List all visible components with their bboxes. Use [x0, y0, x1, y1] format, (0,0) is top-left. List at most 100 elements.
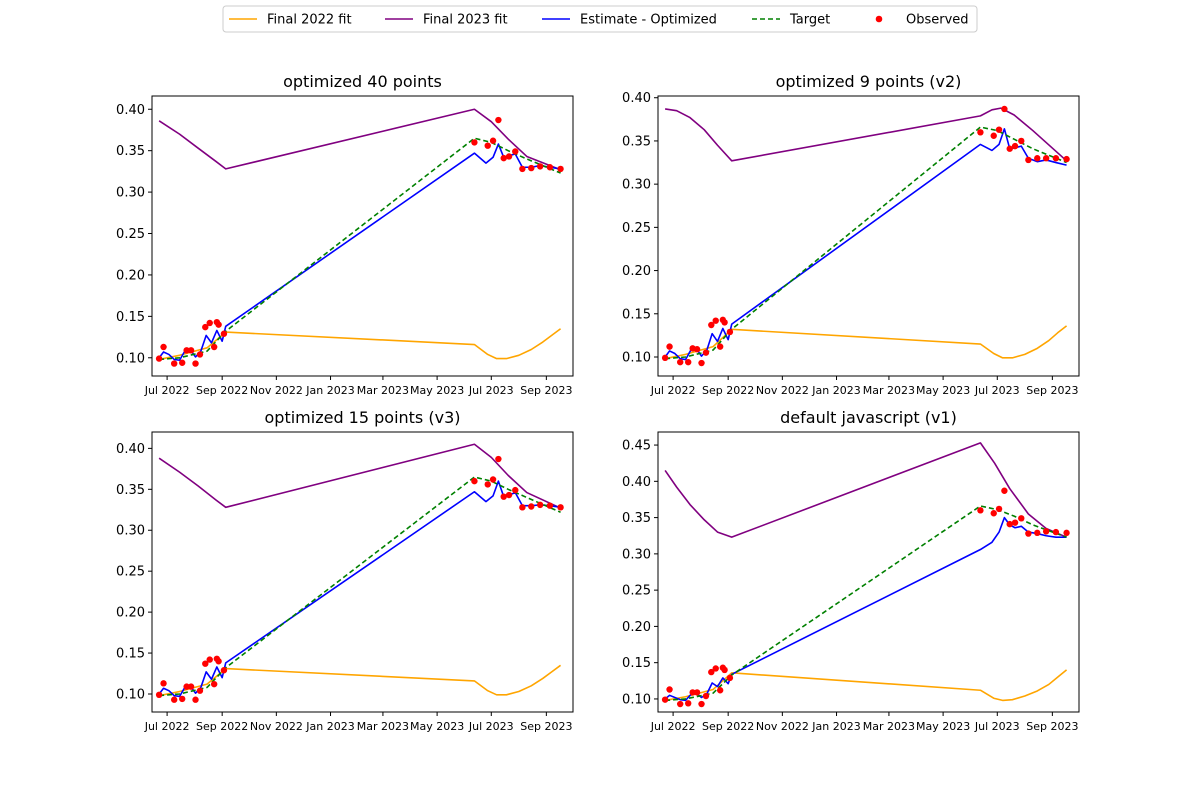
observed-point	[536, 501, 544, 509]
observed-point	[546, 164, 554, 171]
x-tick-label: Jul 2023	[468, 384, 514, 397]
observed-point	[661, 354, 669, 362]
y-axis: 0.10 0.15 0.20 0.25 0.30 0.35 0.40	[116, 442, 152, 702]
observed-point	[220, 330, 228, 337]
y-tick-label: 0.15	[622, 307, 651, 322]
series-observed	[155, 116, 564, 367]
observed-point	[484, 481, 491, 488]
observed-point	[192, 696, 199, 703]
series-estimate-optimized	[158, 143, 561, 362]
subplot-3: optimized 15 points (v3) 0.10 0.15 0.20 0.25…	[116, 408, 574, 733]
y-axis: 0.10 0.15 0.20 0.25 0.30 0.35 0.40	[622, 91, 658, 365]
observed-point	[1052, 528, 1060, 536]
observed-point	[179, 695, 186, 703]
x-tick-label: Jul 2023	[468, 720, 514, 733]
x-tick-label: Sep 2023	[520, 384, 572, 397]
observed-point	[1001, 487, 1008, 494]
observed-point	[536, 163, 544, 170]
observed-point	[505, 153, 513, 160]
observed-point	[702, 349, 710, 356]
axes-frame	[657, 431, 1080, 713]
series-line	[158, 443, 561, 509]
observed-point	[210, 680, 218, 688]
plot-area	[155, 108, 564, 367]
x-tick-label: May 2023	[410, 720, 464, 733]
series-line	[158, 108, 561, 171]
observed-point	[206, 319, 213, 327]
series-observed	[661, 105, 1070, 367]
observed-point	[1006, 145, 1013, 152]
subplot-2: optimized 9 points (v2)0.100.150.200.250…	[622, 72, 1080, 397]
x-tick-label: Jan 2023	[305, 720, 354, 733]
observed-point	[546, 502, 554, 509]
legend-marker	[875, 15, 883, 23]
x-tick-label: Jul 2022	[144, 384, 190, 397]
y-tick-label: 0.40	[116, 442, 145, 457]
observed-point	[183, 683, 190, 690]
observed-point	[685, 358, 692, 366]
series-final-2022-fit	[664, 669, 1068, 702]
observed-point	[187, 347, 195, 354]
observed-point	[1034, 155, 1041, 162]
observed-point	[500, 154, 507, 162]
observed-point	[685, 700, 692, 707]
observed-point	[708, 321, 715, 329]
observed-point	[693, 689, 701, 696]
observed-point	[1001, 105, 1008, 113]
legend-label: Final 2023 fit	[423, 13, 508, 28]
observed-point	[495, 116, 502, 124]
observed-point	[721, 319, 728, 326]
series-target	[159, 137, 561, 361]
series-line	[664, 442, 1067, 538]
series-line	[158, 664, 562, 697]
x-tick-label: Mar 2023	[863, 384, 915, 397]
observed-point	[666, 686, 673, 693]
y-tick-label: 0.15	[622, 656, 651, 671]
legend-label: Final 2022 fit	[267, 13, 352, 28]
subplot-grid: optimized 40 points0.100.150.200.250.300…	[116, 72, 1080, 733]
series-final-2023-fit	[158, 108, 561, 171]
series-line	[158, 143, 561, 362]
observed-point	[196, 687, 204, 694]
series-line	[159, 137, 561, 361]
observed-point	[1018, 137, 1025, 145]
series-final-2023-fit	[664, 442, 1067, 538]
x-axis: Jul 2022 Sep 2022 Nov 2022 Jan 2023 Mar 2023…	[650, 712, 1078, 733]
observed-point	[557, 504, 564, 511]
observed-point	[977, 129, 984, 136]
observed-point	[990, 510, 997, 517]
observed-point	[489, 476, 497, 483]
observed-point	[726, 674, 734, 682]
observed-point	[716, 687, 724, 694]
x-tick-label: Sep 2022	[196, 720, 248, 733]
observed-point	[528, 164, 535, 172]
observed-point	[1063, 155, 1070, 163]
legend-entry-target: Target	[752, 13, 830, 28]
x-tick-label: May 2023	[410, 384, 464, 397]
y-tick-label: 0.45	[622, 439, 651, 454]
y-tick-label: 0.20	[622, 620, 651, 635]
observed-point	[1034, 529, 1041, 537]
axes-frame	[657, 95, 1080, 377]
x-tick-label: Jan 2023	[811, 384, 860, 397]
y-tick-label: 0.35	[622, 134, 651, 149]
x-tick-label: Jul 2022	[144, 720, 190, 733]
observed-point	[202, 660, 209, 667]
x-tick-label: May 2023	[916, 384, 970, 397]
observed-point	[196, 351, 204, 358]
subplot-title: optimized 15 points (v3)	[265, 408, 461, 427]
observed-point	[512, 486, 519, 494]
observed-point	[708, 668, 715, 676]
observed-point	[677, 700, 684, 708]
x-tick-label: Jul 2023	[974, 384, 1020, 397]
observed-point	[557, 165, 564, 173]
series-final-2022-fit	[158, 664, 562, 697]
x-tick-label: Nov 2022	[250, 384, 303, 397]
x-tick-label: Sep 2022	[702, 720, 754, 733]
y-tick-label: 0.30	[622, 178, 651, 193]
observed-point	[995, 126, 1003, 133]
y-tick-label: 0.10	[622, 350, 651, 365]
x-tick-label: Sep 2022	[702, 384, 754, 397]
observed-point	[1011, 142, 1019, 150]
